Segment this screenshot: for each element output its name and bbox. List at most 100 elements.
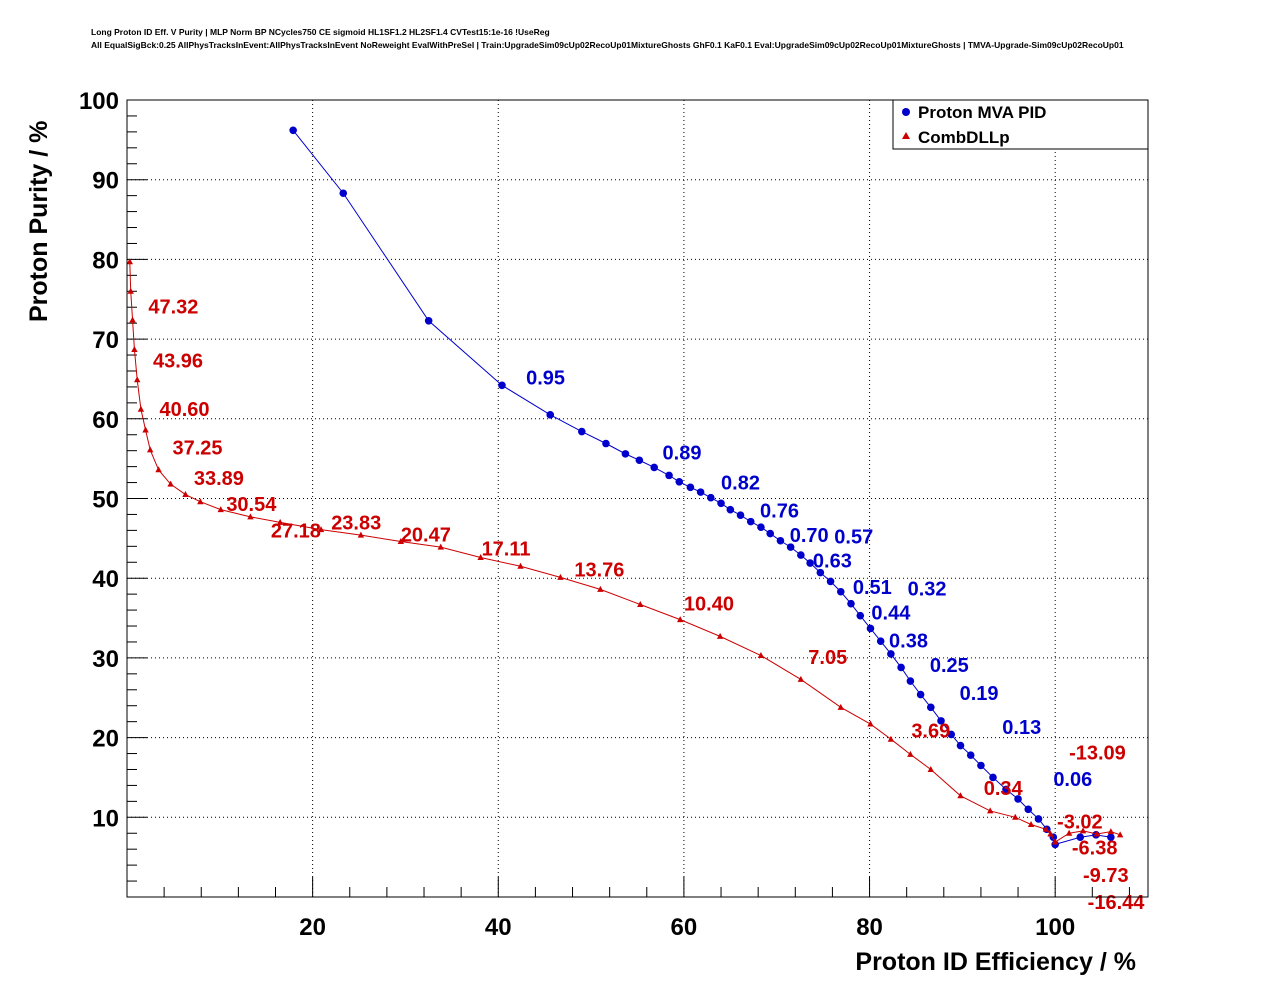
- data-point-dllp: [1051, 838, 1059, 845]
- point-label-dllp: -9.73: [1083, 865, 1129, 887]
- point-label-mva: 0.89: [663, 442, 702, 464]
- data-point-mva: [746, 517, 755, 526]
- data-point-dllp: [137, 405, 145, 412]
- data-point-dllp: [957, 792, 964, 799]
- data-point-mva: [707, 493, 715, 502]
- chart-title-line1: Long Proton ID Eff. V Purity | MLP Norm …: [91, 27, 550, 37]
- data-point-dllp: [1047, 830, 1054, 837]
- data-point-mva: [757, 523, 765, 531]
- point-label-dllp: 10.40: [684, 594, 734, 616]
- data-point-dllp: [357, 531, 365, 538]
- data-point-mva: [937, 717, 945, 725]
- legend-box: [892, 99, 1149, 150]
- data-point-dllp: [1079, 827, 1087, 834]
- data-point-dllp: [1027, 820, 1035, 827]
- legend-marker-dllp: [902, 132, 910, 139]
- data-point-mva: [906, 677, 915, 685]
- data-point-dllp: [867, 720, 874, 727]
- data-point-mva: [856, 611, 865, 620]
- x-axis-label: Proton ID Efficiency / %: [855, 948, 1136, 976]
- data-point-dllp: [126, 258, 133, 265]
- data-point-mva: [726, 505, 735, 514]
- data-point-mva: [897, 663, 905, 672]
- data-point-mva: [717, 499, 725, 508]
- data-point-dllp: [134, 376, 141, 383]
- data-point-mva: [916, 690, 925, 699]
- point-label-dllp: 23.83: [331, 512, 381, 534]
- point-label-mva: 0.51: [853, 577, 892, 599]
- data-point-mva: [1107, 833, 1115, 842]
- data-point-mva: [836, 587, 845, 596]
- legend-marker-mva: [902, 108, 910, 116]
- data-point-dllp: [716, 632, 724, 639]
- point-label-dllp: 7.05: [808, 647, 847, 669]
- data-point-dllp: [1012, 813, 1019, 820]
- data-point-dllp: [197, 498, 204, 505]
- point-label-dllp: -13.09: [1069, 742, 1126, 764]
- data-point-dllp: [147, 446, 154, 453]
- data-point-dllp: [167, 480, 174, 487]
- data-point-mva: [816, 568, 825, 577]
- y-tick-label: 40: [92, 566, 119, 593]
- data-point-mva: [675, 477, 684, 486]
- point-label-dllp: -16.44: [1088, 892, 1146, 914]
- data-point-dllp: [797, 675, 805, 682]
- y-tick-label: 100: [79, 88, 119, 115]
- data-point-dllp: [397, 538, 405, 545]
- data-point-dllp: [557, 573, 564, 580]
- point-label-dllp: 40.60: [159, 399, 209, 421]
- data-point-mva: [424, 316, 433, 325]
- data-point-mva: [1014, 795, 1022, 803]
- series: [126, 126, 1124, 849]
- grid: [127, 99, 1148, 897]
- point-label-mva: 0.95: [526, 367, 565, 389]
- data-point-dllp: [142, 426, 149, 433]
- data-point-mva: [1076, 833, 1085, 842]
- point-label-mva: 0.63: [813, 551, 852, 573]
- y-tick-label: 30: [92, 646, 119, 673]
- point-label-dllp: 33.89: [194, 468, 244, 490]
- data-point-dllp: [1107, 828, 1115, 835]
- point-label-dllp: 27.18: [271, 520, 321, 542]
- point-label-mva: 0.19: [960, 683, 999, 705]
- point-label-mva: 0.25: [930, 655, 969, 677]
- y-tick-label: 70: [92, 327, 119, 354]
- data-point-mva: [977, 761, 985, 770]
- data-point-dllp: [276, 518, 284, 525]
- x-tick-label: 60: [671, 914, 698, 941]
- data-point-dllp: [757, 652, 765, 659]
- data-point-dllp: [127, 287, 134, 294]
- data-point-dllp: [477, 553, 484, 560]
- data-point-mva: [686, 483, 695, 492]
- axes: 20 40 60 80 100 10 20 30 40 50 60 70 80 90 100: [79, 88, 1130, 941]
- data-point-mva: [826, 577, 835, 586]
- data-point-mva: [621, 450, 630, 458]
- y-tick-label: 60: [92, 407, 119, 434]
- data-point-mva: [966, 751, 975, 759]
- y-tick-label: 80: [92, 247, 119, 274]
- point-label-dllp: 0.34: [984, 778, 1024, 800]
- y-tick-label: 90: [92, 168, 119, 195]
- data-point-dllp: [129, 316, 136, 323]
- data-point-dllp: [837, 703, 844, 710]
- point-label-mva: 0.57: [834, 527, 873, 549]
- point-label-dllp: -6.38: [1072, 838, 1118, 860]
- point-label-mva: 0.13: [1002, 717, 1041, 739]
- point-label-dllp: 47.32: [148, 296, 198, 318]
- data-point-mva: [947, 730, 956, 739]
- legend-label-dllp: CombDLLp: [918, 128, 1010, 147]
- data-point-dllp: [987, 807, 994, 814]
- point-label-dllp: 20.47: [401, 524, 451, 546]
- y-axis-label: Proton Purity / %: [25, 121, 53, 322]
- data-point-mva: [339, 189, 348, 198]
- point-label-dllp: 37.25: [172, 437, 222, 459]
- data-point-dllp: [517, 562, 524, 569]
- data-point-dllp: [927, 765, 935, 772]
- x-tick-label: 80: [856, 914, 883, 941]
- data-point-mva: [797, 551, 805, 559]
- data-point-mva: [602, 439, 610, 448]
- point-label-mva: 0.82: [721, 473, 760, 495]
- data-point-dllp: [887, 735, 895, 742]
- data-point-dllp: [155, 466, 162, 473]
